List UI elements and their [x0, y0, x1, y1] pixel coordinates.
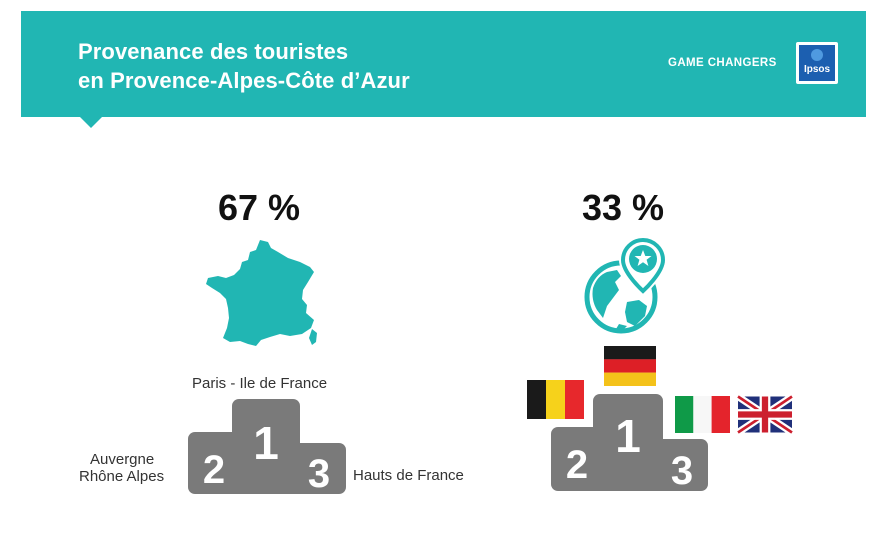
- podium-rank-1: 1: [253, 417, 279, 469]
- uk-flag-icon: [736, 393, 794, 436]
- podium-third-label: Hauts de France: [353, 467, 464, 484]
- podium-rank-2: 2: [566, 443, 588, 487]
- ipsos-logo-circle: [811, 49, 823, 61]
- italy-flag-icon: [675, 396, 730, 433]
- podium-second-label-line2: Rhône Alpes: [79, 468, 165, 485]
- podium-second-label-line1: Auvergne: [90, 451, 155, 468]
- globe-location-pin-icon: [584, 235, 668, 334]
- page-title-line1: Provenance des touristes: [78, 39, 349, 64]
- header-notch: [79, 116, 103, 128]
- foreign-podium: 1 2 3: [551, 394, 708, 493]
- domestic-percent: 67 %: [218, 187, 301, 228]
- belgium-flag-icon: [527, 380, 584, 419]
- domestic-podium: 1 2 3: [188, 399, 346, 496]
- france-map-icon: [206, 240, 317, 346]
- podium-rank-1: 1: [615, 410, 641, 462]
- podium-block-third: [286, 443, 346, 494]
- podium-rank-3: 3: [671, 449, 693, 493]
- podium-block-third: [648, 439, 708, 491]
- ipsos-logo-text: Ipsos: [803, 64, 831, 75]
- podium-block-first: [232, 399, 300, 494]
- germany-flag-icon: [604, 346, 656, 386]
- podium-rank-2: 2: [203, 448, 225, 492]
- ipsos-logo-mark: Ipsos: [799, 45, 835, 81]
- foreign-percent: 33 %: [582, 187, 665, 228]
- podium-block-second: [551, 427, 611, 491]
- page-title-line2: en Provence-Alpes-Côte d’Azur: [78, 68, 410, 93]
- podium-rank-3: 3: [308, 452, 330, 496]
- header-banner: Provenance des touristes en Provence-Alp…: [21, 11, 866, 117]
- podium-first-label: Paris - Ile de France: [192, 375, 328, 392]
- ipsos-logo: Ipsos: [796, 42, 838, 84]
- podium-block-second: [188, 432, 248, 494]
- brand-tagline: GAME CHANGERS: [668, 57, 777, 69]
